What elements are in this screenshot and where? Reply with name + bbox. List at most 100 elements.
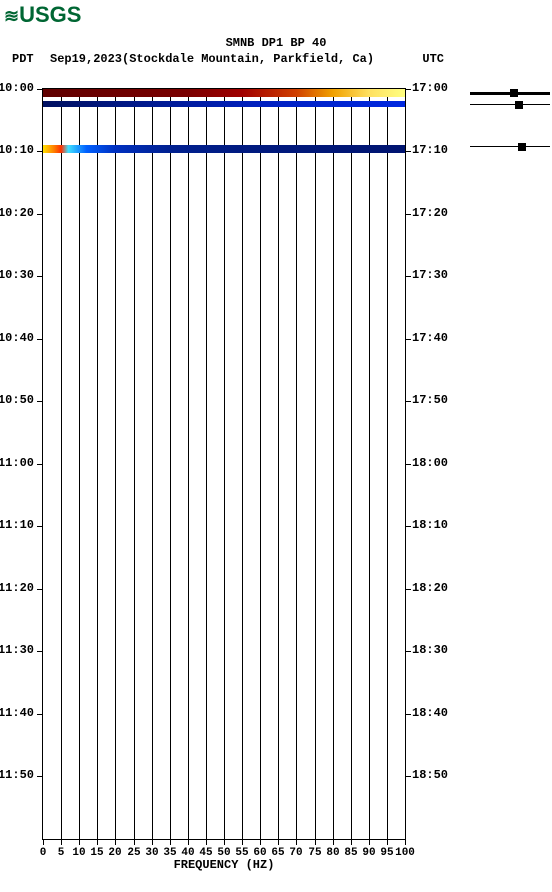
y-tick-left (37, 214, 43, 215)
gridline (97, 89, 98, 839)
spectral-band (43, 145, 405, 153)
y-tick-right (405, 776, 411, 777)
usgs-wave-icon: ≋ (4, 6, 19, 27)
date-location: Sep19,2023(Stockdale Mountain, Parkfield… (50, 52, 374, 66)
y-label-right: 18:50 (412, 768, 448, 782)
usgs-logo: ≋USGS (4, 2, 81, 28)
tz-left-label: PDT (12, 52, 34, 66)
x-tick (188, 839, 189, 845)
gridline (315, 89, 316, 839)
gridline (188, 89, 189, 839)
chart-title: SMNB DP1 BP 40 (0, 36, 552, 50)
y-label-left: 11:50 (0, 768, 34, 782)
y-label-right: 18:10 (412, 518, 448, 532)
y-tick-right (405, 651, 411, 652)
x-tick (296, 839, 297, 845)
mini-trace-marker (510, 89, 518, 97)
y-label-right: 17:20 (412, 206, 448, 220)
y-label-left: 10:10 (0, 143, 34, 157)
y-tick-left (37, 714, 43, 715)
mini-trace-marker (515, 101, 523, 109)
y-label-left: 11:30 (0, 643, 34, 657)
y-tick-right (405, 526, 411, 527)
x-tick (242, 839, 243, 845)
spectral-band (43, 89, 405, 97)
gridline (296, 89, 297, 839)
y-tick-right (405, 464, 411, 465)
y-label-right: 18:00 (412, 456, 448, 470)
spectral-band (43, 101, 405, 107)
y-tick-right (405, 401, 411, 402)
y-label-left: 11:10 (0, 518, 34, 532)
y-tick-left (37, 589, 43, 590)
y-label-left: 11:40 (0, 706, 34, 720)
y-tick-left (37, 776, 43, 777)
gridline (369, 89, 370, 839)
y-label-left: 10:40 (0, 331, 34, 345)
gridline (152, 89, 153, 839)
x-tick (387, 839, 388, 845)
y-label-left: 10:20 (0, 206, 34, 220)
gridline (134, 89, 135, 839)
y-label-left: 10:50 (0, 393, 34, 407)
y-tick-right (405, 339, 411, 340)
x-tick (152, 839, 153, 845)
x-tick (369, 839, 370, 845)
x-tick (61, 839, 62, 845)
usgs-logo-text: USGS (19, 2, 81, 27)
y-tick-left (37, 401, 43, 402)
x-tick (134, 839, 135, 845)
y-label-right: 17:40 (412, 331, 448, 345)
mini-trace (470, 104, 550, 105)
y-label-right: 18:40 (412, 706, 448, 720)
gridline (115, 89, 116, 839)
gridline (61, 89, 62, 839)
y-tick-right (405, 214, 411, 215)
y-tick-left (37, 526, 43, 527)
x-tick (170, 839, 171, 845)
gridline (79, 89, 80, 839)
y-tick-left (37, 651, 43, 652)
y-tick-left (37, 339, 43, 340)
spectrogram-plot: 0510152025303540455055606570758085909510… (42, 88, 406, 840)
y-tick-right (405, 276, 411, 277)
x-tick (405, 839, 406, 845)
gridline (242, 89, 243, 839)
x-tick (333, 839, 334, 845)
y-tick-left (37, 464, 43, 465)
x-tick (315, 839, 316, 845)
x-tick (260, 839, 261, 845)
y-label-right: 17:00 (412, 81, 448, 95)
y-tick-right (405, 589, 411, 590)
x-tick (79, 839, 80, 845)
y-tick-right (405, 89, 411, 90)
x-tick (206, 839, 207, 845)
gridline (278, 89, 279, 839)
gridline (170, 89, 171, 839)
tz-right-label: UTC (422, 52, 444, 66)
x-tick (43, 839, 44, 845)
y-tick-right (405, 151, 411, 152)
gridline (224, 89, 225, 839)
y-tick-right (405, 714, 411, 715)
gridline (260, 89, 261, 839)
mini-trace-marker (518, 143, 526, 151)
y-tick-left (37, 276, 43, 277)
x-tick (351, 839, 352, 845)
y-label-left: 11:20 (0, 581, 34, 595)
y-label-right: 17:10 (412, 143, 448, 157)
y-label-left: 11:00 (0, 456, 34, 470)
y-label-right: 18:30 (412, 643, 448, 657)
y-label-left: 10:30 (0, 268, 34, 282)
gridline (387, 89, 388, 839)
x-tick (278, 839, 279, 845)
gridline (333, 89, 334, 839)
mini-trace (470, 146, 550, 147)
y-label-right: 17:30 (412, 268, 448, 282)
y-label-right: 17:50 (412, 393, 448, 407)
y-label-left: 10:00 (0, 81, 34, 95)
gridline (206, 89, 207, 839)
x-axis-label: FREQUENCY (HZ) (42, 858, 406, 872)
y-label-right: 18:20 (412, 581, 448, 595)
x-tick (115, 839, 116, 845)
